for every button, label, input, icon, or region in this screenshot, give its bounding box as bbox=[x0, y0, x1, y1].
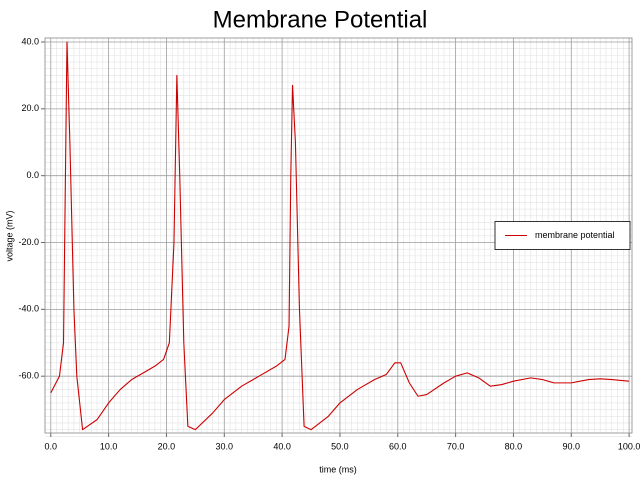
y-tick-label: -20.0 bbox=[18, 237, 39, 247]
x-axis-label: time (ms) bbox=[319, 464, 357, 474]
x-tick-label: 0.0 bbox=[45, 441, 58, 451]
x-tick-label: 30.0 bbox=[216, 441, 234, 451]
y-tick-label: 20.0 bbox=[21, 103, 39, 113]
y-tick-label: 40.0 bbox=[21, 36, 39, 46]
plot-border bbox=[44, 37, 633, 434]
x-tick-label: 70.0 bbox=[447, 441, 465, 451]
x-tick-label: 100.0 bbox=[618, 441, 640, 451]
y-tick-label: -60.0 bbox=[18, 371, 39, 381]
x-tick-label: 50.0 bbox=[331, 441, 349, 451]
x-tick-label: 20.0 bbox=[158, 441, 176, 451]
legend-label: membrane potential bbox=[535, 230, 615, 240]
y-tick-label: 0.0 bbox=[26, 170, 39, 180]
y-tick-label: -40.0 bbox=[18, 304, 39, 314]
x-tick-label: 40.0 bbox=[273, 441, 291, 451]
chart-title: Membrane Potential bbox=[213, 6, 428, 33]
x-tick-label: 80.0 bbox=[505, 441, 523, 451]
x-tick-label: 90.0 bbox=[563, 441, 581, 451]
x-tick-label: 60.0 bbox=[389, 441, 407, 451]
x-tick-label: 10.0 bbox=[100, 441, 118, 451]
y-axis-label: voltage (mV) bbox=[4, 210, 14, 261]
series-line bbox=[50, 41, 630, 431]
